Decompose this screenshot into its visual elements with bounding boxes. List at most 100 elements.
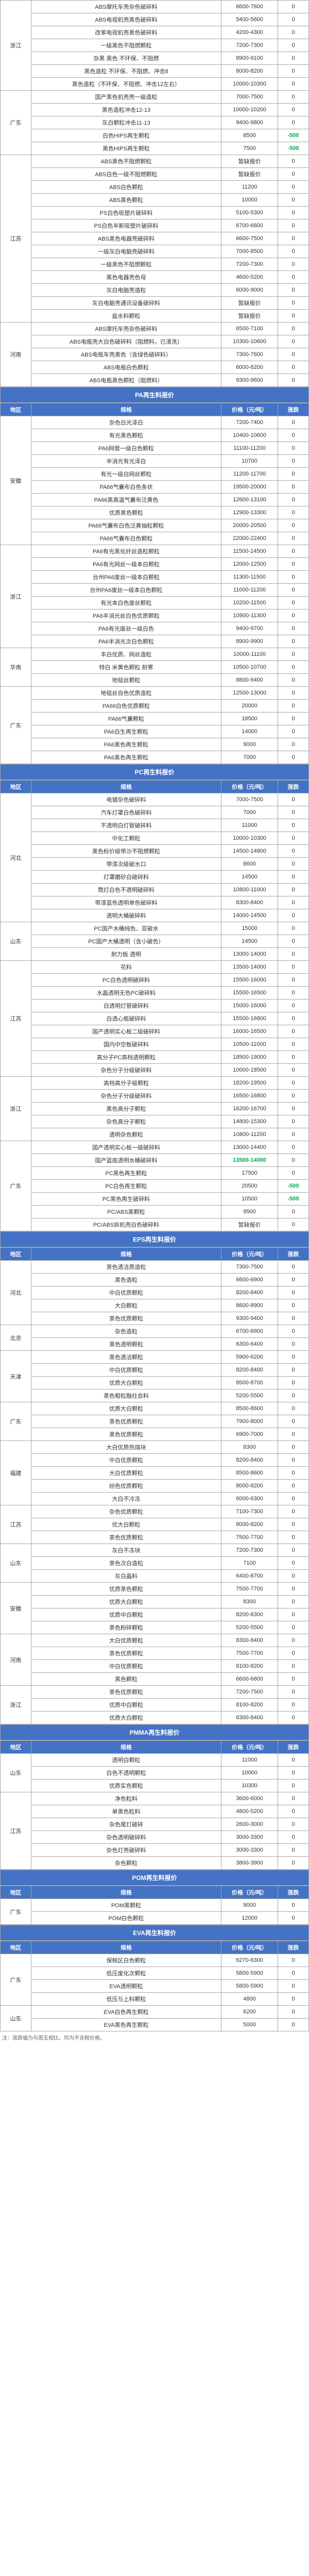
price-cell: 8900-9900 xyxy=(221,635,278,648)
change-cell: 0 xyxy=(278,1312,309,1325)
table-row: 筒灯白色不透明破碎料10800-110000 xyxy=(1,884,309,896)
table-row: 汽车灯罩白色破碎料70000 xyxy=(1,806,309,819)
region-cell: 广东 xyxy=(1,1899,31,1925)
table-row: 有光一级白网丝颗粒11200-117000 xyxy=(1,468,309,481)
change-cell: 0 xyxy=(278,1899,309,1912)
table-row: 黑色HIPS再生颗粒7500-500 xyxy=(1,142,309,155)
table-row: 特白 米黄色颗粒 耐寒10500-107000 xyxy=(1,661,309,674)
spec-cell: 优质大白颗粒 xyxy=(31,1596,221,1608)
change-cell: 0 xyxy=(278,429,309,442)
spec-cell: 改苯电视机壳黑色破碎料 xyxy=(31,26,221,39)
change-cell: 0 xyxy=(278,1077,309,1090)
price-cell: 7100-7300 xyxy=(221,1505,278,1518)
region-cell: 广东 xyxy=(1,1141,31,1231)
table-row: 白色HIPS再生颗粒8500-500 xyxy=(1,129,309,142)
spec-cell: PA66黑高温气囊布泛黄色 xyxy=(31,494,221,506)
spec-cell: 灰白晶料 xyxy=(31,1570,221,1583)
table-row: PC/ABS拆机壳白色破碎料暂缺报价0 xyxy=(1,1218,309,1231)
change-cell: 0 xyxy=(278,858,309,871)
table-row: PC/ABS黑颗粒95000 xyxy=(1,1206,309,1218)
table-row: ABS白色一级不阻燃颗粒暂缺报价0 xyxy=(1,168,309,181)
table-row: 安徽优质茶色颗粒7500-77000 xyxy=(1,1583,309,1596)
price-cell: 8300 xyxy=(221,1441,278,1454)
change-cell: 0 xyxy=(278,1857,309,1870)
price-cell: 15500-16500 xyxy=(221,987,278,999)
spec-cell: ABS电瓶车壳黑色（含绿色破碎料） xyxy=(31,348,221,361)
table-row: 台州PA6废丝一级本白颗粒11300-115000 xyxy=(1,571,309,584)
price-cell: 9000 xyxy=(221,738,278,751)
change-cell: 0 xyxy=(278,181,309,194)
price-cell: 22000-22400 xyxy=(221,532,278,545)
spec-cell: 茶色粉碎颗粒 xyxy=(31,1621,221,1634)
table-row: 有光黑色颗粒10400-106000 xyxy=(1,429,309,442)
change-cell: 0 xyxy=(278,1967,309,1980)
table-row: 高分子PC高档透明颗粒18500-190000 xyxy=(1,1051,309,1064)
price-cell: 12600-13100 xyxy=(221,494,278,506)
spec-cell: ABS电瓶黑色颗粒（阻燃料） xyxy=(31,374,221,387)
spec-cell: 杂色分子分级破碎料 xyxy=(31,1064,221,1077)
change-cell: 0 xyxy=(278,455,309,468)
spec-cell: PA66白色优质颗粒 xyxy=(31,700,221,713)
spec-cell: PS白色半新吸塑片破碎料 xyxy=(31,219,221,232)
table-row: 台州PA6废丝一级本白色颗粒11000-112000 xyxy=(1,584,309,597)
table-row: 黑色高分子颗粒16200-167000 xyxy=(1,1103,309,1115)
spec-cell: 大白优质颗粒 xyxy=(31,1467,221,1480)
price-cell: 8500-8600 xyxy=(221,1467,278,1480)
change-cell: 0 xyxy=(278,335,309,348)
col-region: 地区 xyxy=(1,1886,31,1899)
spec-cell: PA6半消光丝白色优质颗粒 xyxy=(31,609,221,622)
table-row: PA6半消光次白色颗粒8900-99000 xyxy=(1,635,309,648)
change-cell: 0 xyxy=(278,1286,309,1299)
change-cell: 0 xyxy=(278,961,309,974)
table-row: ABS黑色颗粒100000 xyxy=(1,194,309,207)
price-cell: 17500 xyxy=(221,1167,278,1180)
change-cell: 0 xyxy=(278,1544,309,1557)
change-cell: 0 xyxy=(278,1128,309,1141)
table-row: PC黑色再生颗粒175000 xyxy=(1,1167,309,1180)
price-cell: 8100-8200 xyxy=(221,1660,278,1673)
region-cell: 山东 xyxy=(1,1754,31,1792)
price-cell: 4600-5200 xyxy=(221,271,278,284)
price-cell: 13000-14400 xyxy=(221,1141,278,1154)
spec-cell: PA66气囊颗粒 xyxy=(31,713,221,725)
price-cell: 14500 xyxy=(221,871,278,884)
price-cell: 16000-16500 xyxy=(221,1025,278,1038)
col-price: 价格（元/吨） xyxy=(221,1741,278,1754)
change-cell: 0 xyxy=(278,1634,309,1647)
spec-cell: POM白色颗粒 xyxy=(31,1912,221,1925)
table-row: 黑色颗粒6600-68000 xyxy=(1,1673,309,1686)
spec-cell: 有光黑色颗粒 xyxy=(31,429,221,442)
table-row: 山东灰白不冻块7200-73000 xyxy=(1,1544,309,1557)
spec-cell: 黑色造粒 不环保、不阻燃、冲击8 xyxy=(31,65,221,78)
change-cell: 0 xyxy=(278,1531,309,1544)
table-row: 优大白颗粒8000-82000 xyxy=(1,1518,309,1531)
price-cell: 6600-6900 xyxy=(221,1274,278,1286)
price-cell: 11500-14500 xyxy=(221,545,278,558)
change-cell: 0 xyxy=(278,1441,309,1454)
table-row: PC国产大桶透明（含小破色）145000 xyxy=(1,935,309,948)
change-cell: 0 xyxy=(278,532,309,545)
table-row: 单黑色粒料4800-52000 xyxy=(1,1805,309,1818)
change-cell: 0 xyxy=(278,1115,309,1128)
region-cell: 浙江 xyxy=(1,1,31,91)
change-cell: 0 xyxy=(278,884,309,896)
spec-cell: 中白优质颗粒 xyxy=(31,1364,221,1377)
price-cell: 8500 xyxy=(221,129,278,142)
spec-cell: 不透明白灯管破碎料 xyxy=(31,819,221,832)
table-row: 广东保税区白色颗粒6270-63000 xyxy=(1,1954,309,1967)
price-cell: 9000 xyxy=(221,1899,278,1912)
table-row: 灰白电脑壳造粒6000-90000 xyxy=(1,284,309,297)
price-cell: 7200-7300 xyxy=(221,1544,278,1557)
table-row: 灰白晶料6400-87000 xyxy=(1,1570,309,1583)
spec-cell: PA6黑色再生颗粒 xyxy=(31,738,221,751)
price-cell: 6270-6300 xyxy=(221,1954,278,1967)
price-cell: 10000 xyxy=(221,194,278,207)
price-cell: 15500-16000 xyxy=(221,974,278,987)
price-cell: 16200-16700 xyxy=(221,1103,278,1115)
region-cell: 广东 xyxy=(1,91,31,155)
table-row: 茶色次白造粒71000 xyxy=(1,1557,309,1570)
table-row: PC白色透明破碎料15500-160000 xyxy=(1,974,309,987)
spec-cell: ABS电瓶白色颗粒 xyxy=(31,361,221,374)
region-cell: 浙江 xyxy=(1,545,31,648)
spec-cell: PA66气囊布白色泛黄抽粒颗粒 xyxy=(31,519,221,532)
